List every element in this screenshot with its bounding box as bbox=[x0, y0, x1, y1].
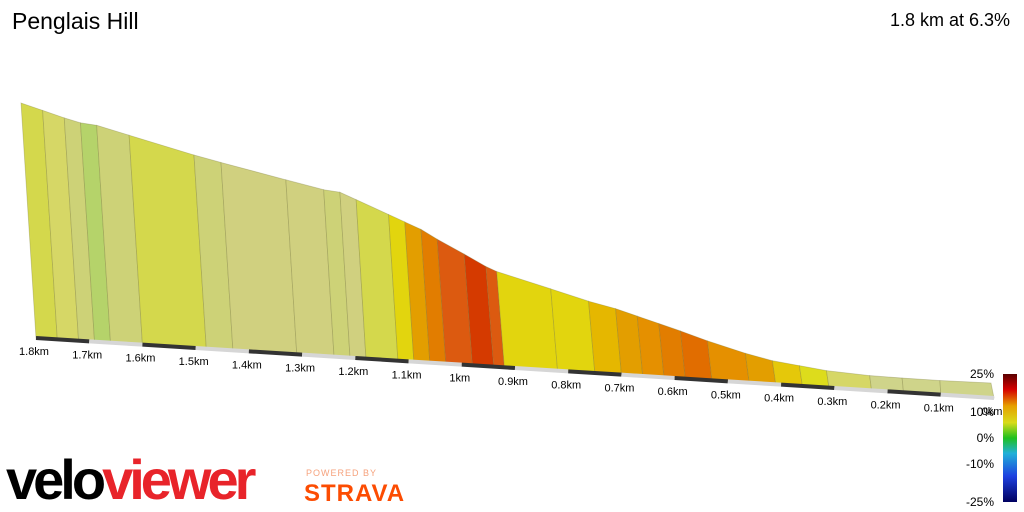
gradient-color-scale bbox=[1003, 374, 1017, 502]
tick-label-13: 0.5km bbox=[711, 389, 741, 401]
tick-label-15: 0.3km bbox=[817, 396, 847, 408]
tick-label-2: 1.6km bbox=[125, 353, 155, 365]
logo-velo: velo bbox=[6, 448, 106, 511]
gradient-band-25 bbox=[707, 340, 750, 384]
scale-label-25: 25% bbox=[969, 367, 994, 381]
tick-label-16: 0.2km bbox=[871, 399, 901, 411]
baseline-segment-11 bbox=[621, 372, 675, 380]
tick-label-5: 1.3km bbox=[285, 363, 315, 375]
baseline-segment-4 bbox=[248, 349, 303, 357]
scale-label-minus25: -25% bbox=[965, 495, 994, 509]
tick-label-10: 0.8km bbox=[551, 379, 581, 391]
baseline-segment-12 bbox=[674, 376, 729, 384]
logo-viewer: viewer bbox=[102, 448, 256, 511]
baseline-segment-15 bbox=[834, 386, 888, 394]
gradient-bands bbox=[20, 102, 995, 399]
segment-summary: 1.8 km at 6.3% bbox=[889, 10, 1010, 30]
baseline-segment-0 bbox=[35, 336, 90, 344]
baseline-segment-14 bbox=[780, 382, 835, 390]
baseline-segment-1 bbox=[89, 339, 143, 347]
baseline-segment-8 bbox=[461, 362, 516, 370]
strava-logo: STRAVA bbox=[304, 480, 406, 507]
scale-label-minus10: -10% bbox=[965, 457, 994, 471]
tick-label-0: 1.8km bbox=[19, 346, 49, 358]
baseline-segment-9 bbox=[514, 366, 569, 374]
powered-by-label: POWERED BY bbox=[306, 468, 378, 478]
distance-ticks: 1.8km 1.7km 1.6km 1.5km 1.4km 1.3km 1.2km 1.1km… bbox=[19, 346, 1002, 418]
scale-label-0: 0% bbox=[976, 431, 994, 445]
tick-label-12: 0.6km bbox=[658, 386, 688, 398]
tick-label-14: 0.4km bbox=[764, 393, 794, 405]
tick-label-4: 1.4km bbox=[232, 359, 262, 371]
baseline-segment-16 bbox=[887, 389, 941, 397]
baseline-segment-6 bbox=[355, 356, 409, 364]
baseline-segment-10 bbox=[568, 369, 622, 377]
gradient-band-24 bbox=[680, 330, 713, 381]
gradient-band-26 bbox=[744, 352, 777, 385]
baseline-segment-5 bbox=[301, 352, 356, 360]
gradient-band-18 bbox=[496, 270, 559, 372]
tick-label-18: 0km bbox=[982, 406, 1003, 418]
veloviewer-logo: veloviewer bbox=[6, 452, 256, 508]
tick-label-7: 1.1km bbox=[392, 369, 422, 381]
scale-label-10: 10% bbox=[969, 405, 994, 419]
baseline-segment-17 bbox=[940, 392, 995, 400]
tick-label-11: 0.7km bbox=[604, 383, 634, 395]
distance-baseline bbox=[35, 336, 995, 400]
tick-label-3: 1.5km bbox=[179, 356, 209, 368]
tick-label-8: 1km bbox=[449, 373, 470, 385]
baseline-segment-3 bbox=[195, 346, 250, 354]
baseline-segment-13 bbox=[727, 379, 782, 387]
tick-label-17: 0.1km bbox=[924, 403, 954, 415]
baseline-segment-2 bbox=[142, 342, 196, 350]
tick-label-9: 0.9km bbox=[498, 376, 528, 388]
gradient-band-27 bbox=[771, 360, 803, 387]
page-title: Penglais Hill bbox=[12, 8, 139, 34]
gradient-band-7 bbox=[220, 161, 298, 355]
baseline-segment-7 bbox=[408, 359, 462, 367]
tick-label-6: 1.2km bbox=[338, 366, 368, 378]
tick-label-1: 1.7km bbox=[72, 349, 102, 361]
